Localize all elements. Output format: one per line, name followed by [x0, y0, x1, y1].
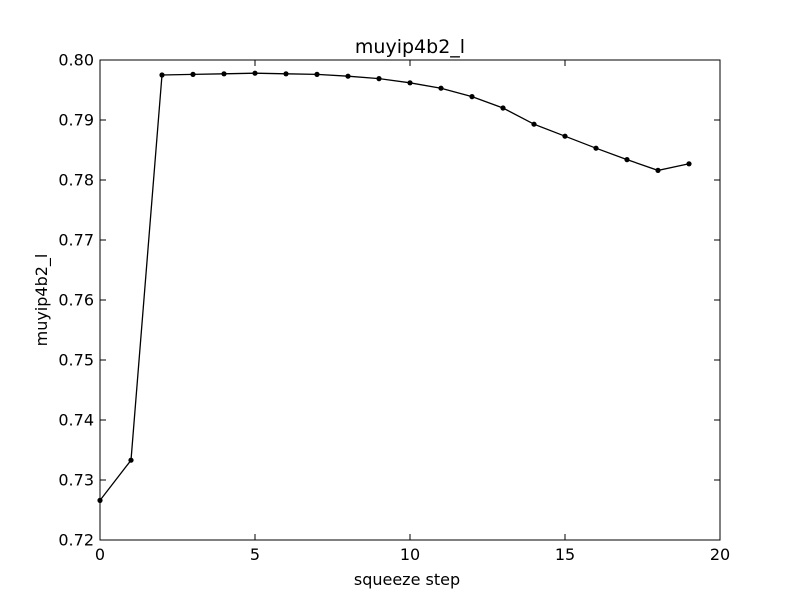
- data-point: [252, 70, 258, 76]
- x-tick-label: 10: [400, 545, 420, 564]
- y-tick-label: 0.79: [58, 111, 94, 130]
- chart-title: muyip4b2_l: [355, 36, 465, 58]
- data-point: [469, 94, 475, 100]
- data-point: [190, 71, 196, 77]
- y-tick-label: 0.78: [58, 171, 94, 190]
- data-point: [159, 72, 165, 78]
- y-tick-label: 0.76: [58, 291, 94, 310]
- data-point: [593, 145, 599, 151]
- data-point: [283, 71, 289, 77]
- x-tick-label: 20: [710, 545, 730, 564]
- y-tick-label: 0.80: [58, 51, 94, 70]
- data-point: [624, 157, 630, 163]
- x-tick-label: 15: [555, 545, 575, 564]
- data-point: [686, 161, 692, 167]
- data-point: [655, 167, 661, 173]
- y-tick-label: 0.75: [58, 351, 94, 370]
- data-point: [345, 73, 351, 79]
- data-point: [407, 80, 413, 86]
- data-point: [376, 76, 382, 82]
- y-tick-label: 0.72: [58, 531, 94, 550]
- data-point: [314, 71, 320, 77]
- y-tick-label: 0.77: [58, 231, 94, 250]
- x-tick-label: 0: [95, 545, 105, 564]
- x-tick-label: 5: [250, 545, 260, 564]
- data-point: [128, 457, 134, 463]
- data-point: [531, 121, 537, 127]
- y-axis-label: muyip4b2_l: [32, 254, 52, 347]
- data-point: [221, 71, 227, 77]
- y-tick-label: 0.74: [58, 411, 94, 430]
- data-point: [500, 105, 506, 111]
- y-tick-label: 0.73: [58, 471, 94, 490]
- data-point: [438, 85, 444, 91]
- x-axis-label: squeeze step: [354, 570, 460, 589]
- series-line: [99, 72, 690, 501]
- data-point: [562, 133, 568, 139]
